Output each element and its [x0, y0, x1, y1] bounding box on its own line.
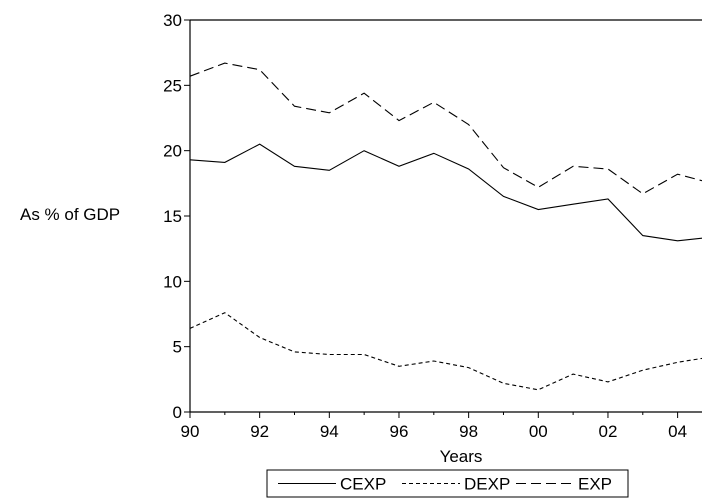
x-tick-label: 98 [459, 422, 478, 441]
y-tick-label: 10 [163, 272, 182, 291]
y-tick-label: 0 [173, 403, 182, 422]
x-axis-label: Years [440, 447, 483, 466]
legend: CEXP DEXP EXP [266, 469, 629, 498]
y-axis-label: As % of GDP [20, 205, 120, 224]
x-tick-label: 90 [181, 422, 200, 441]
y-tick-label: 15 [163, 207, 182, 226]
x-tick-label: 00 [529, 422, 548, 441]
legend-label-exp: EXP [578, 475, 612, 494]
x-tick-label: 96 [390, 422, 409, 441]
x-tick-label: 02 [598, 422, 617, 441]
series-line-exp [189, 62, 702, 195]
x-tick-label: 04 [668, 422, 687, 441]
x-axis: 90 92 94 96 98 00 02 04 [181, 412, 687, 441]
y-tick-label: 20 [163, 142, 182, 161]
y-axis: 0 5 10 15 20 25 30 [163, 11, 190, 422]
series-line-dexp [189, 312, 702, 391]
legend-label-cexp: CEXP [340, 475, 386, 494]
legend-label-dexp: DEXP [464, 475, 510, 494]
x-tick-label: 92 [250, 422, 269, 441]
y-tick-label: 25 [163, 76, 182, 95]
plot-area [189, 19, 702, 413]
y-tick-label: 5 [173, 338, 182, 357]
series-line-cexp [189, 143, 702, 242]
y-tick-label: 30 [163, 11, 182, 30]
series-layer [189, 62, 702, 391]
x-tick-label: 94 [320, 422, 339, 441]
